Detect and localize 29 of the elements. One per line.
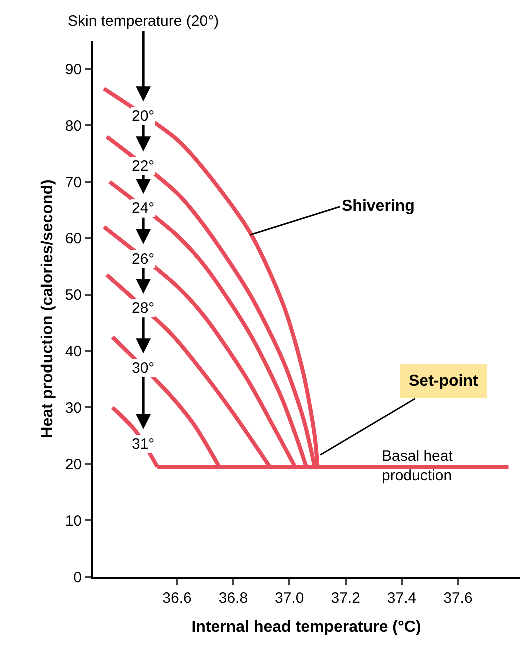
y-tick-label: 20	[65, 456, 82, 474]
x-tick-label: 36.6	[162, 590, 192, 607]
annotation: Set-point	[409, 373, 479, 390]
annotation: Shivering	[342, 198, 415, 215]
x-tick-label: 37.6	[444, 590, 473, 607]
x-tick-label: 37.0	[275, 590, 304, 607]
y-tick-label: 60	[65, 230, 82, 248]
y-tick-label: 40	[65, 344, 82, 361]
y-tick-label: 50	[65, 287, 82, 304]
y-tick-label: 70	[65, 174, 82, 192]
series-label: 28°	[132, 300, 155, 317]
x-tick-label: 37.2	[331, 590, 360, 607]
series-label: 22°	[132, 158, 155, 175]
series-label: 30°	[132, 360, 155, 377]
y-axis-title: Heat production (calories/second)	[40, 180, 57, 438]
y-tick-label: 30	[65, 400, 82, 417]
y-tick-label: 90	[65, 61, 82, 78]
y-tick-label: 10	[65, 512, 82, 530]
x-tick-label: 37.4	[387, 590, 417, 607]
x-axis-title: Internal head temperature (°C)	[192, 619, 422, 636]
series-label: Basal heat production	[382, 448, 454, 484]
series-label: 31°	[132, 436, 155, 453]
series-label: 26°	[132, 251, 155, 268]
series-label: 24°	[132, 200, 155, 217]
series-label: 20°	[132, 108, 155, 125]
x-tick-label: 36.8	[218, 590, 248, 607]
y-tick-label: 0	[74, 569, 82, 586]
text: Skin temperature (20°)	[68, 13, 220, 30]
y-tick-label: 80	[65, 118, 82, 135]
